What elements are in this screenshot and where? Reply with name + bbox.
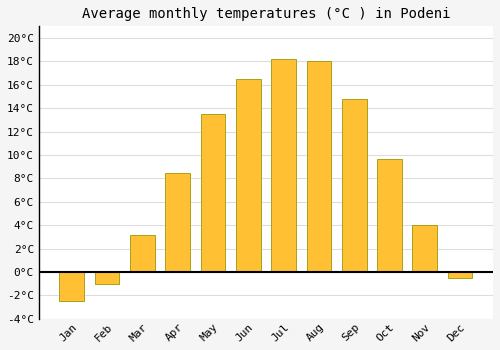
Bar: [60, 272, 84, 301]
Bar: [306, 61, 331, 272]
Bar: [342, 99, 366, 272]
Title: Average monthly temperatures (°C ) in Podeni: Average monthly temperatures (°C ) in Po…: [82, 7, 450, 21]
Bar: [377, 159, 402, 272]
Bar: [130, 234, 155, 272]
Bar: [200, 114, 226, 272]
Bar: [448, 272, 472, 278]
Bar: [166, 173, 190, 272]
Bar: [271, 59, 296, 272]
Bar: [412, 225, 437, 272]
Bar: [94, 272, 120, 284]
Bar: [236, 79, 260, 272]
